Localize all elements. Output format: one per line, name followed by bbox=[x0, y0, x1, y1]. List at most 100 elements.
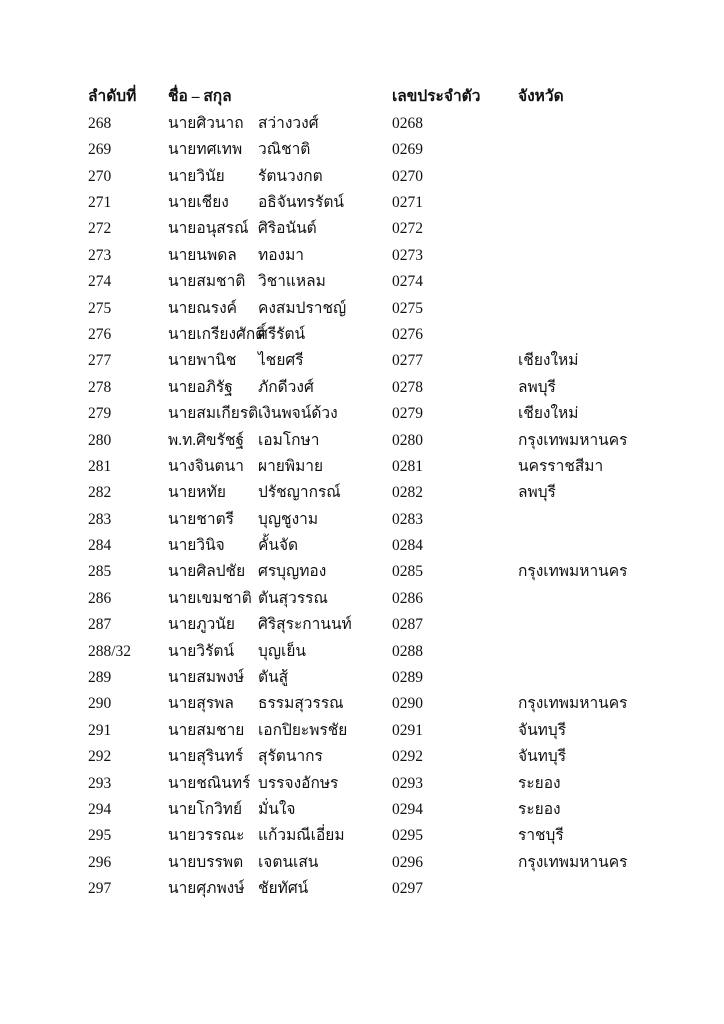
province-cell: ระยอง bbox=[518, 800, 561, 818]
row-index-cell: 293 bbox=[88, 774, 112, 792]
first-name-cell: นายหทัย bbox=[168, 484, 226, 502]
id-number-cell: 0275 bbox=[392, 299, 423, 317]
column-header-index: ลำดับที่ bbox=[88, 88, 137, 106]
province-cell: นครราชสีมา bbox=[518, 457, 604, 475]
province-cell: จันทบุรี bbox=[518, 748, 567, 766]
table-row: 276 นายเกรียงศักดิ์ ศรีรัตน์ 0276 bbox=[88, 322, 704, 348]
province-cell: ราชบุรี bbox=[518, 827, 564, 845]
row-index-cell: 279 bbox=[88, 405, 112, 423]
first-name-cell: นายสุรพล bbox=[168, 695, 234, 713]
row-index-cell: 289 bbox=[88, 669, 112, 687]
id-number-cell: 0289 bbox=[392, 669, 423, 687]
id-number-cell: 0273 bbox=[392, 246, 423, 264]
id-number-cell: 0278 bbox=[392, 378, 423, 396]
first-name-cell: พ.ท.ศิขรัชฐ์ bbox=[168, 431, 245, 449]
province-cell: ระยอง bbox=[518, 774, 561, 792]
id-number-cell: 0294 bbox=[392, 800, 423, 818]
id-number-cell: 0271 bbox=[392, 194, 423, 211]
table-row: 287 นายภูวนัย ศิริสุระกานนท์ 0287 bbox=[88, 612, 704, 638]
last-name-cell: ไชยศรี bbox=[258, 352, 304, 370]
table-row: 292 นายสุรินทร์ สุรัตนากร 0292 จันทบุรี bbox=[88, 744, 704, 770]
row-index-cell: 278 bbox=[88, 378, 112, 396]
id-number-cell: 0295 bbox=[392, 827, 423, 845]
table-row: 281 นางจินตนา ผายพิมาย 0281 นครราชสีมา bbox=[88, 453, 704, 479]
table-row: 273 นายนพดล ทองมา 0273 bbox=[88, 242, 704, 268]
first-name-cell: นายอนุสรณ์ bbox=[168, 220, 249, 238]
table-row: 283 นายชาตรี บุญชูงาม 0283 bbox=[88, 506, 704, 532]
last-name-cell: ตันสุวรรณ bbox=[258, 589, 328, 607]
province-cell: ลพบุรี bbox=[518, 484, 556, 502]
table-row: 278 นายอภิรัฐ ภักดีวงศ์ 0278 ลพบุรี bbox=[88, 374, 704, 400]
table-body: 268 นายศิวนาถ สว่างวงศ์ 0268 269 นายทศเท… bbox=[88, 110, 704, 902]
id-number-cell: 0293 bbox=[392, 774, 423, 792]
table-row: 271 นายเชียง อธิจันทรรัตน์ 0271 bbox=[88, 190, 704, 216]
last-name-cell: สุรัตนากร bbox=[258, 748, 323, 766]
last-name-cell: ตันสู้ bbox=[258, 669, 289, 687]
last-name-cell: ภักดีวงศ์ bbox=[258, 378, 314, 396]
last-name-cell: เจตนเสน bbox=[258, 853, 319, 871]
id-number-cell: 0290 bbox=[392, 695, 423, 713]
province-cell: กรุงเทพมหานคร bbox=[518, 431, 628, 449]
column-header-name: ชื่อ – สกุล bbox=[168, 88, 232, 106]
first-name-cell: นายทศเทพ bbox=[168, 141, 243, 159]
row-index-cell: 269 bbox=[88, 141, 112, 159]
last-name-cell: อธิจันทรรัตน์ bbox=[258, 194, 344, 211]
first-name-cell: นายเขมชาติ bbox=[168, 589, 252, 607]
table-row: 269 นายทศเทพ วณิชาติ 0269 bbox=[88, 137, 704, 163]
first-name-cell: นายสมเกียรติ bbox=[168, 405, 259, 423]
row-index-cell: 282 bbox=[88, 484, 112, 502]
last-name-cell: แก้วมณีเอี่ยม bbox=[258, 827, 345, 845]
row-index-cell: 287 bbox=[88, 616, 112, 634]
last-name-cell: บุญชูงาม bbox=[258, 510, 319, 528]
id-number-cell: 0286 bbox=[392, 589, 423, 607]
last-name-cell: เอกปิยะพรชัย bbox=[258, 721, 348, 739]
last-name-cell: ทองมา bbox=[258, 246, 305, 264]
id-number-cell: 0279 bbox=[392, 405, 423, 423]
last-name-cell: สว่างวงศ์ bbox=[258, 114, 319, 132]
last-name-cell: เอมโกษา bbox=[258, 431, 320, 449]
id-number-cell: 0296 bbox=[392, 853, 423, 871]
row-index-cell: 288/32 bbox=[88, 642, 132, 660]
row-index-cell: 297 bbox=[88, 880, 112, 898]
row-index-cell: 291 bbox=[88, 721, 112, 739]
last-name-cell: วณิชาติ bbox=[258, 141, 311, 159]
first-name-cell: นายสุรินทร์ bbox=[168, 748, 244, 766]
row-index-cell: 295 bbox=[88, 827, 112, 845]
table-row: 275 นายณรงค์ คงสมปราชญ์ 0275 bbox=[88, 295, 704, 321]
row-index-cell: 268 bbox=[88, 114, 112, 132]
last-name-cell: ศรีรัตน์ bbox=[258, 325, 306, 343]
first-name-cell: นายเชียง bbox=[168, 194, 229, 211]
province-cell: กรุงเทพมหานคร bbox=[518, 563, 628, 581]
row-index-cell: 271 bbox=[88, 194, 112, 211]
last-name-cell: ศิริอนันต์ bbox=[258, 220, 317, 238]
table-row: 282 นายหทัย ปรัชญากรณ์ 0282 ลพบุรี bbox=[88, 480, 704, 506]
row-index-cell: 274 bbox=[88, 273, 112, 291]
row-index-cell: 272 bbox=[88, 220, 112, 238]
row-index-cell: 296 bbox=[88, 853, 112, 871]
last-name-cell: บุญเย็น bbox=[258, 642, 307, 660]
first-name-cell: นายพานิช bbox=[168, 352, 237, 370]
province-cell: กรุงเทพมหานคร bbox=[518, 853, 628, 871]
first-name-cell: นายวินิจ bbox=[168, 537, 225, 555]
first-name-cell: นายสมชาย bbox=[168, 721, 245, 739]
row-index-cell: 292 bbox=[88, 748, 112, 766]
first-name-cell: นายศิลปชัย bbox=[168, 563, 246, 581]
province-cell: ลพบุรี bbox=[518, 378, 556, 396]
row-index-cell: 273 bbox=[88, 246, 112, 264]
table-row: 294 นายโกวิทย์ มั่นใจ 0294 ระยอง bbox=[88, 797, 704, 823]
table-row: 293 นายชณินทร์ บรรจงอักษร 0293 ระยอง bbox=[88, 770, 704, 796]
table-row: 285 นายศิลปชัย ศรบุญทอง 0285 กรุงเทพมหาน… bbox=[88, 559, 704, 585]
last-name-cell: คั้นจัด bbox=[258, 537, 299, 555]
id-number-cell: 0288 bbox=[392, 642, 423, 660]
id-number-cell: 0269 bbox=[392, 141, 423, 159]
id-number-cell: 0283 bbox=[392, 510, 423, 528]
id-number-cell: 0277 bbox=[392, 352, 423, 370]
first-name-cell: นายบรรพต bbox=[168, 853, 244, 871]
last-name-cell: ศรบุญทอง bbox=[258, 563, 327, 581]
first-name-cell: นายสมพงษ์ bbox=[168, 669, 245, 687]
last-name-cell: เงินพจน์ด้วง bbox=[258, 405, 338, 423]
first-name-cell: นายอภิรัฐ bbox=[168, 378, 233, 396]
first-name-cell: นายศุภพงษ์ bbox=[168, 880, 245, 898]
last-name-cell: ธรรมสุวรรณ bbox=[258, 695, 344, 713]
